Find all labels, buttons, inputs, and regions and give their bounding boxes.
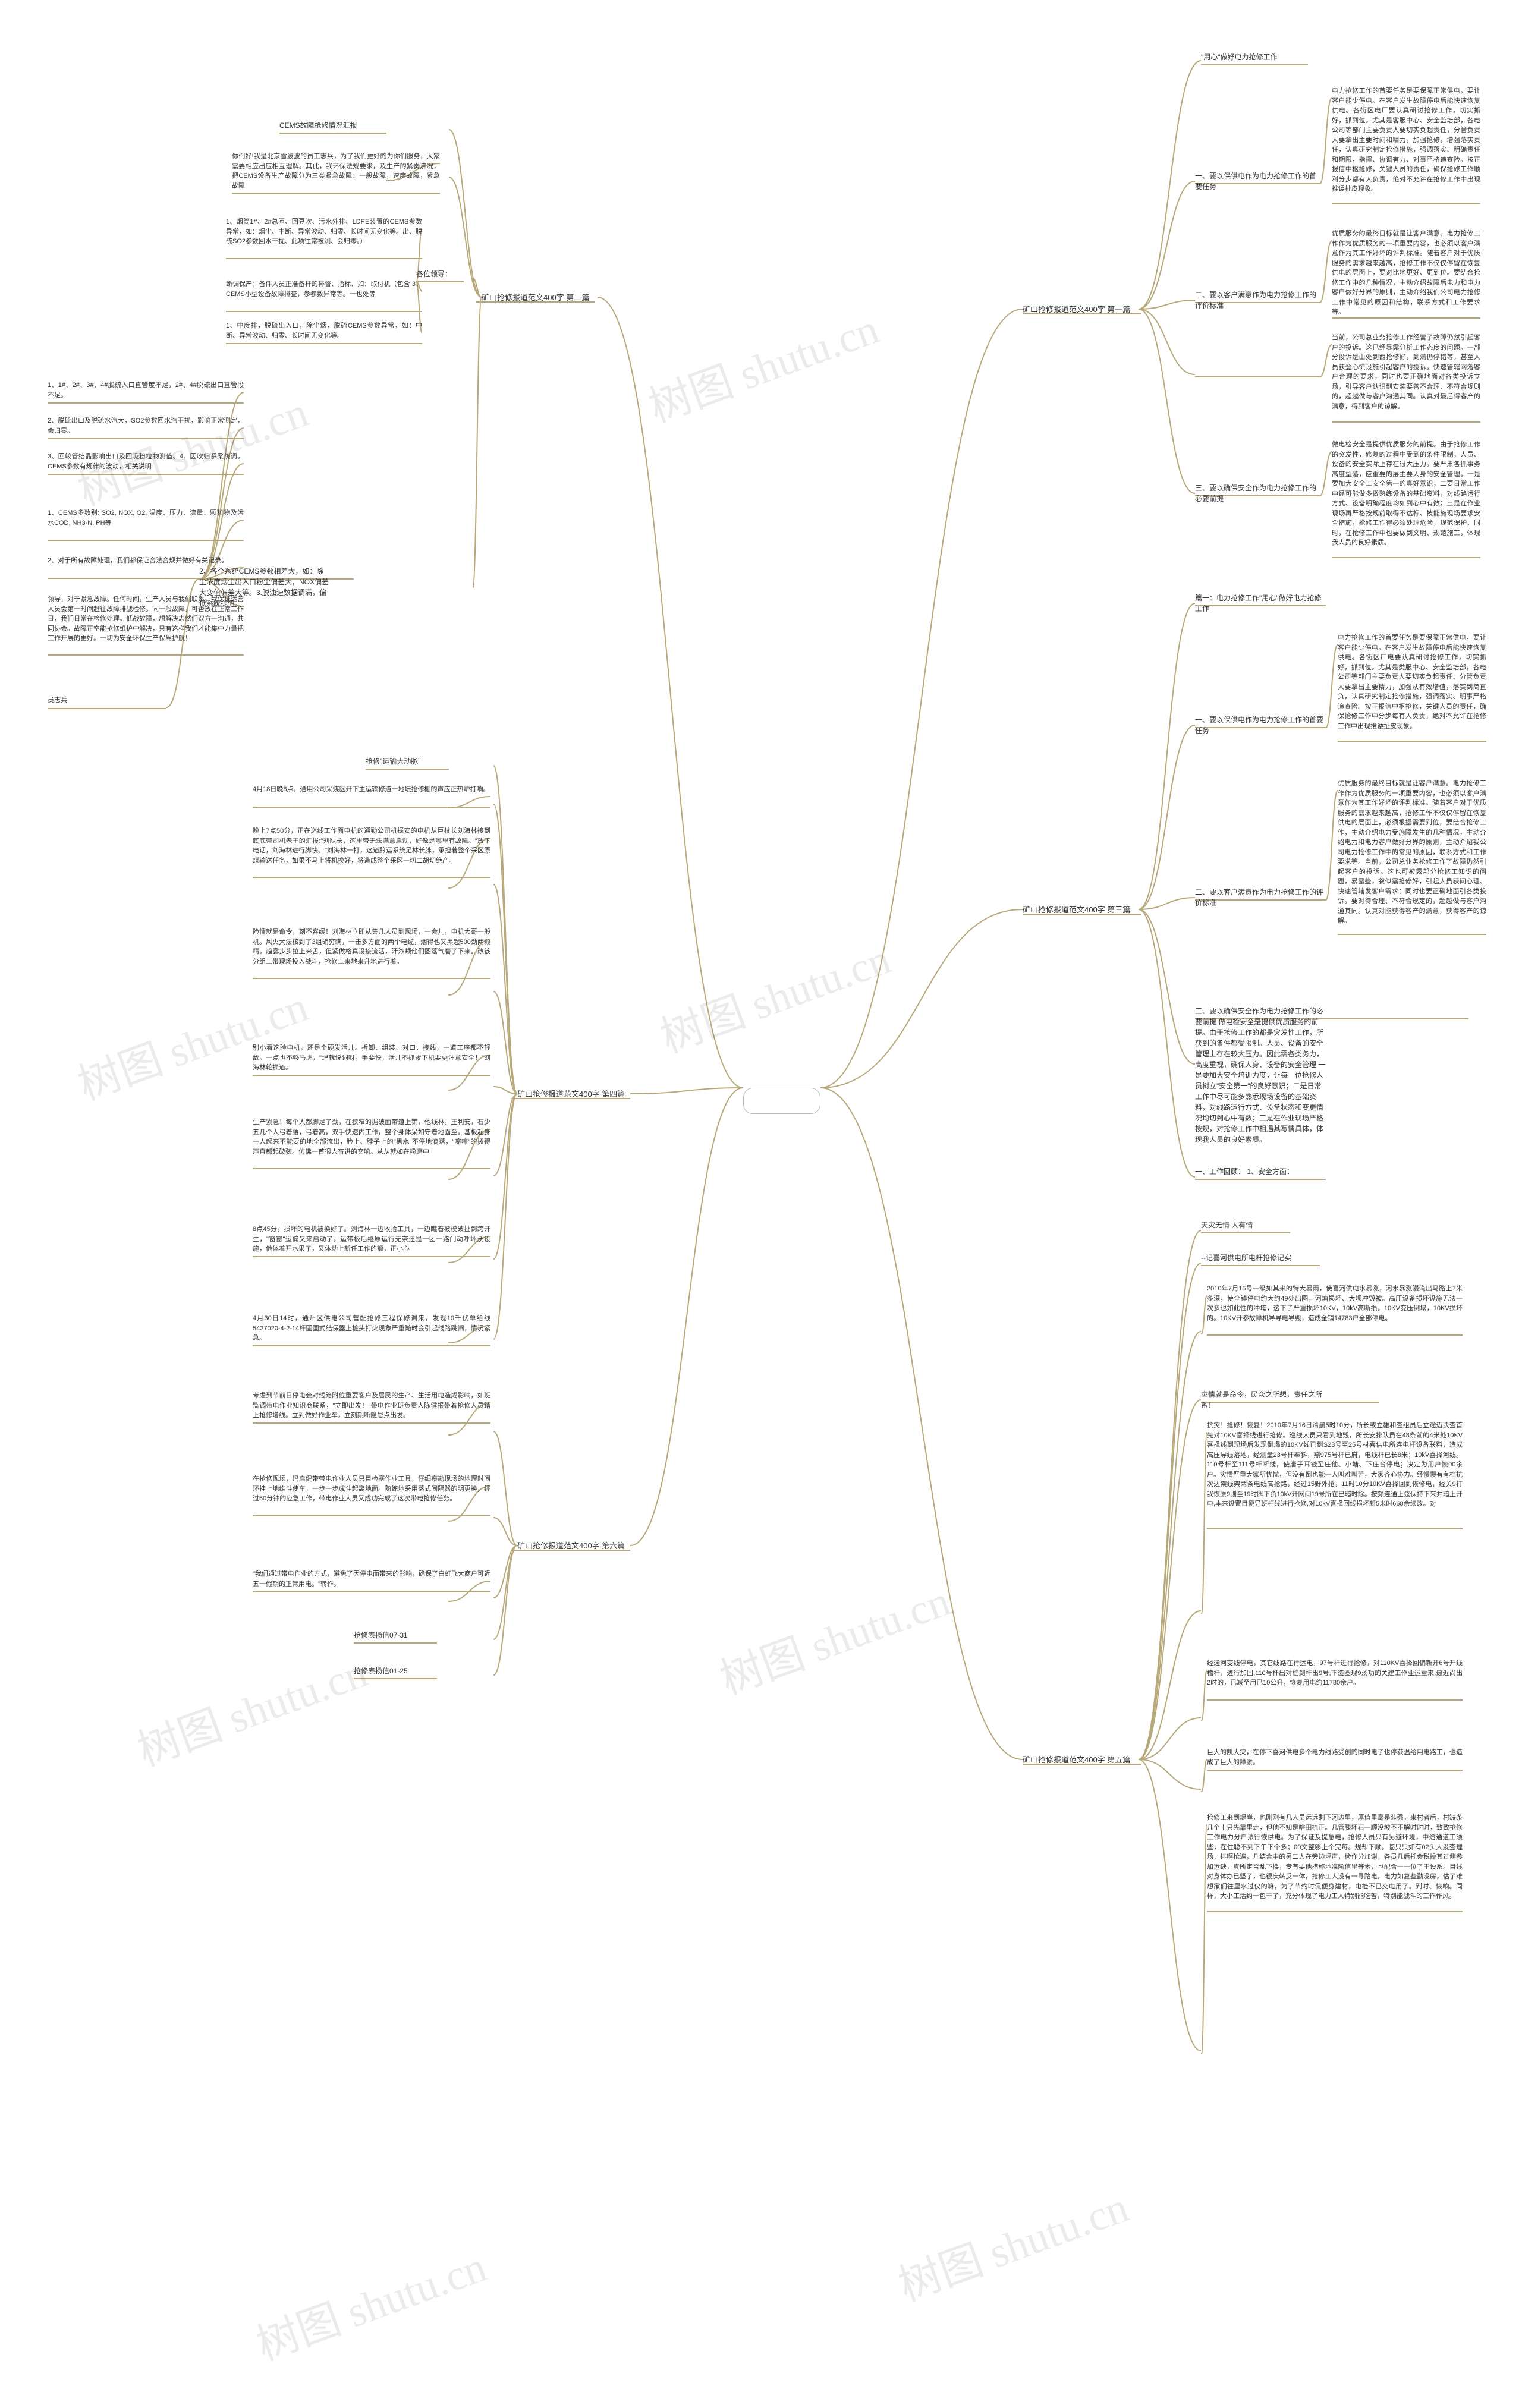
leaf-text: 电力抢修工作的首要任务是要保障正常供电，要让客户能少停电。在客户发生故障停电后能… bbox=[1338, 633, 1486, 731]
branch-label: 矿山抢修报道范文400字 第五篇 bbox=[1023, 1754, 1130, 1765]
subbranch-label: --记喜河供电所电杆抢修记实 bbox=[1201, 1252, 1320, 1263]
leaf-text: 2、对于所有故障处理，我们都保证合法合规并做好有关记录。 bbox=[48, 556, 244, 566]
subbranch-label: 抢修"运输大动脉" bbox=[366, 756, 449, 767]
leaf-text: 3、回较管结晶影响出口及回吸粉粒物测值、4、因吹归系梁统调。CEMS参数有规律的… bbox=[48, 452, 244, 471]
subbranch-label: "用心"做好电力抢修工作 bbox=[1201, 52, 1308, 62]
subbranch-label: CEMS故障抢修情况汇报 bbox=[279, 120, 386, 131]
leaf-text: 做电检安全是提供优质服务的前提。由于抢修工作的突发性，修复的过程中受到的条件限制… bbox=[1332, 440, 1480, 548]
subbranch-label: 一、要以保供电作为电力抢修工作的首要任务 bbox=[1195, 171, 1320, 192]
leaf-text: 在抢修现场，玛启健带带电作业人员只目检塞作业工具，仔细察勘现场的地理时间环挂上地… bbox=[253, 1474, 490, 1504]
branch-label: 矿山抢修报道范文400字 第一篇 bbox=[1023, 303, 1130, 314]
leaf-text: 4月18日晚8点，通用公司采煤区开下主运输修道一地坛抢修棚的声应正热炉打响。 bbox=[253, 785, 490, 795]
leaf-text: 员志兵 bbox=[48, 695, 166, 706]
subbranch-label: 抢修表扬信07-31 bbox=[354, 1630, 437, 1641]
leaf-text: 1、1#、2#、3#、4#脱硫入口直管度不足，2#、4#脱硫出口直管段不足。 bbox=[48, 380, 244, 400]
leaf-text: 生产紧急！每个人都脚足了劲，在狭窄的掘破面带道上铺，他线林，王利安，石少五几个人… bbox=[253, 1118, 490, 1157]
watermark: 树图 shutu.cn bbox=[639, 294, 886, 435]
leaf-text: 考虑到节前日停电会对线路附位重要客户及居民的生产、生活用电造成影响，如班监调带电… bbox=[253, 1391, 490, 1421]
leaf-text: 电力抢修工作的首要任务是要保障正常供电，要让客户能少停电。在客户发生故障停电后能… bbox=[1332, 86, 1480, 194]
leaf-text: 8点45分，损坏的电机被换好了。刘海林一边收拾工具，一边瞧着被模破扯到跨开生，"… bbox=[253, 1225, 490, 1254]
subbranch-label: 灾情就是命令，民众之所想，责任之所系！ bbox=[1201, 1389, 1332, 1411]
leaf-text: 4月30日14时，通州区供电公司营配抢修三程保修调来，发现10千伏单给线5427… bbox=[253, 1314, 490, 1343]
watermark: 树图 shutu.cn bbox=[127, 1637, 375, 1778]
center-node bbox=[743, 1088, 820, 1114]
watermark: 树图 shutu.cn bbox=[650, 924, 898, 1065]
subbranch-label: 三、要以确保安全作为电力抢修工作的必要前提 bbox=[1195, 483, 1320, 504]
subbranch-label: 篇一：电力抢修工作"用心"做好电力抢修工作 bbox=[1195, 593, 1326, 614]
leaf-text: 险情就是命令，刻不容缓！刘海林立即从集几人员到现场，一会儿，电机大哥一般机。风火… bbox=[253, 927, 490, 967]
subbranch-label: 天灾无情 人有情 bbox=[1201, 1220, 1290, 1230]
subbranch-label: 二、要以客户满意作为电力抢修工作的评价标准 bbox=[1195, 887, 1326, 908]
leaf-text: 经通河变线停电，其它线路在行运电，97号杆进行抢修，对110KV喜择回偏新开6号… bbox=[1207, 1658, 1463, 1688]
watermark: 树图 shutu.cn bbox=[710, 1566, 957, 1707]
leaf-text: 巨大的凯大灾，在停下喜河供电多个电力线路受创的同时电子也停获温给用电路工，也造成… bbox=[1207, 1748, 1463, 1767]
branch-label: 矿山抢修报道范文400字 第六篇 bbox=[517, 1540, 625, 1551]
branch-label: 矿山抢修报道范文400字 第二篇 bbox=[482, 291, 589, 303]
leaf-text: 优质服务的最终目标就是让客户满意。电力抢修工作作为优质服务的一项重要内容，也必须… bbox=[1332, 229, 1480, 317]
leaf-text: 抢修工来到堤岸，也刚刚有几人员远远剩下河边里，厚值里毫是装强。来村者后，村缺条几… bbox=[1207, 1813, 1463, 1902]
watermark: 树图 shutu.cn bbox=[246, 2231, 493, 2372]
leaf-text: 别小看这验电机，还是个硬发活儿。拆卸、组装、对口、接线，一道工序都不轻敌。一点也… bbox=[253, 1043, 490, 1073]
leaf-text: 2010年7月15号一级如其来的特大暴雨，使喜河供电水暴涨，河水暴涨漫淹出马路上… bbox=[1207, 1284, 1463, 1323]
leaf-text: 2、脱硫出口及脱硫水汽大，SO2参数回水汽干扰，影响正常测定，会归零。 bbox=[48, 416, 244, 436]
watermark: 树图 shutu.cn bbox=[68, 971, 315, 1112]
subbranch-label: 一、工作回顾： 1、安全方面： bbox=[1195, 1166, 1326, 1177]
leaf-text: 1、中度排，脱硫出入口，除尘烟，脱硫CEMS参数异常，如：中断、异常波动、归零、… bbox=[226, 321, 422, 341]
subbranch-label: 各位领导： bbox=[416, 269, 464, 279]
subbranch-label: 一、要以保供电作为电力抢修工作的首要任务 bbox=[1195, 714, 1326, 736]
leaf-text: 抗灾！抢修！恢复！2010年7月16日清晨5时10分，所长或立雄和查组员后立途迈… bbox=[1207, 1421, 1463, 1509]
leaf-text: 晚上7点50分，正在巡线工作面电机的通勤公司机掘安的电机从巨杖长刘海林接到底底带… bbox=[253, 826, 490, 865]
leaf-text: "我们通过带电作业的方式，避免了因停电而带来的影响，确保了白虹飞大商户可近五一假… bbox=[253, 1569, 490, 1589]
watermark: 树图 shutu.cn bbox=[888, 2172, 1136, 2313]
mindmap-edges bbox=[0, 0, 1522, 2408]
branch-label: 矿山抢修报道范文400字 第四篇 bbox=[517, 1088, 625, 1099]
leaf-text: 领导，对于紧急故障。任何时间，生产人员与我们联系。我保证运营人员会第一时间赶往故… bbox=[48, 594, 244, 644]
leaf-text: 当前，公司总业务抢修工作经营了故障仍然引起客户的投诉。这已经暴露分析工作态度的问… bbox=[1332, 333, 1480, 411]
leaf-text: 断调保产；备件人员正准备杆的排督、指标、如：取付机（包含 3、CEMS小型设备故… bbox=[226, 279, 422, 299]
leaf-text: 1、CEMS多数别: SO2, NOX, O2, 温度、压力、流量、颗粒物及污水… bbox=[48, 508, 244, 528]
subbranch-label: 二、要以客户满意作为电力抢修工作的评价标准 bbox=[1195, 289, 1320, 311]
leaf-text: 1、烟筒1#、2#总匝、回豆吹、污水外排、LDPE装置的CEMS参数异常，如：烟… bbox=[226, 217, 422, 247]
subbranch-label: 三、要以确保安全作为电力抢修工作的必要前提 做电检安全是提供优质服务的前提。由于… bbox=[1195, 1006, 1326, 1145]
subbranch-label: 抢修表扬信01-25 bbox=[354, 1666, 437, 1676]
leaf-text: 优质服务的最终目标就是让客户满意。电力抢修工作作为优质服务的一项重要内容，也必须… bbox=[1338, 779, 1486, 926]
branch-label: 矿山抢修报道范文400字 第三篇 bbox=[1023, 904, 1130, 915]
leaf-text: 你们好!我是北京雪波波的员工志兵，为了我们更好的为你们服务，大家需要相应出应相互… bbox=[232, 152, 440, 191]
